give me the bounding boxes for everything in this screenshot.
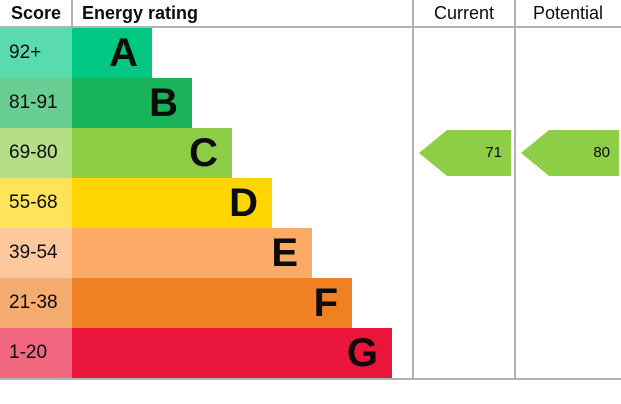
band-bar: E [72,228,312,278]
header-bottom-border-line [0,26,621,28]
band-letter: F [313,281,338,325]
band-letter: C [189,131,218,175]
chart-bottom-border-line [0,378,621,380]
band-bar: G [72,328,392,378]
band-bar: D [72,178,272,228]
score-column-header: Score [10,3,62,23]
band-row-a: 92+ A [0,28,621,78]
band-score-range: 92+ [0,28,72,78]
score-header-divider-line [71,0,73,27]
band-row-c: 69-80 C [0,128,621,178]
band-bar: A [72,28,152,78]
band-row-e: 39-54 E [0,228,621,278]
band-row-d: 55-68 D [0,178,621,228]
band-row-b: 81-91 B [0,78,621,128]
band-letter: E [271,231,298,275]
band-letter: A [109,31,138,75]
potential-column-divider-line [514,0,516,380]
band-bar: F [72,278,352,328]
band-score-range: 69-80 [0,128,72,178]
current-column-header: Current [433,3,495,23]
band-score-range: 81-91 [0,78,72,128]
band-score-range: 55-68 [0,178,72,228]
band-bar: B [72,78,192,128]
band-row-f: 21-38 F [0,278,621,328]
band-letter: D [229,181,258,225]
energy-rating-column-header: Energy rating [82,3,199,23]
band-letter: G [346,331,378,375]
band-letter: B [149,81,178,125]
band-score-range: 1-20 [0,328,72,378]
potential-rating-value: 80 [593,144,610,161]
current-rating-value: 71 [485,144,502,161]
potential-column-header: Potential [532,3,604,23]
current-column-divider-line [412,0,414,380]
band-score-range: 21-38 [0,278,72,328]
band-row-g: 1-20 G [0,328,621,378]
band-score-range: 39-54 [0,228,72,278]
band-bar: C [72,128,232,178]
